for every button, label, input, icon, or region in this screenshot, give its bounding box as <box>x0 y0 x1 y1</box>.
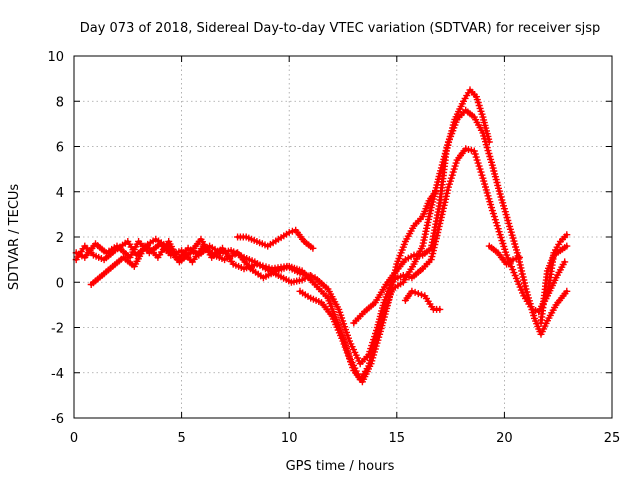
y-tick-label: 8 <box>56 95 64 110</box>
y-tick-label: -2 <box>51 322 64 337</box>
chart-title: Day 073 of 2018, Sidereal Day-to-day VTE… <box>80 21 601 36</box>
x-tick-label: 15 <box>389 431 406 446</box>
series-trace-6 <box>234 226 317 252</box>
plus-markers <box>87 235 315 288</box>
y-tick-label: 4 <box>56 186 64 201</box>
plus-markers <box>234 226 317 252</box>
y-tick-label: 6 <box>56 141 64 156</box>
series-trace-8 <box>485 242 523 268</box>
series-trace-4 <box>296 188 439 386</box>
x-tick-label: 20 <box>496 431 513 446</box>
x-tick-label: 0 <box>70 431 78 446</box>
series-trace <box>352 88 491 325</box>
x-tick-label: 10 <box>281 431 298 446</box>
y-tick-label: -6 <box>51 412 64 427</box>
series-trace-10 <box>535 231 571 316</box>
y-tick-label: 2 <box>56 231 64 246</box>
plus-markers <box>296 188 439 386</box>
y-axis-label: SDTVAR / TECUs <box>7 184 22 291</box>
axis-ticks <box>73 55 613 419</box>
series-trace-1 <box>72 145 569 368</box>
x-axis-label: GPS time / hours <box>286 459 395 474</box>
plus-markers <box>72 145 569 368</box>
series-trace-7 <box>350 86 493 327</box>
series-trace-5 <box>401 287 444 313</box>
plus-markers <box>401 287 444 313</box>
plus-markers <box>485 242 523 268</box>
series-trace-3 <box>87 235 315 288</box>
x-tick-label: 25 <box>604 431 621 446</box>
y-tick-label: -4 <box>51 367 64 382</box>
plot-frame <box>73 55 613 419</box>
plus-markers <box>535 231 571 316</box>
x-tick-label: 5 <box>177 431 185 446</box>
plus-markers <box>350 86 493 327</box>
y-axis-tick-labels: -6 -4 -2 0 2 4 6 8 10 <box>47 50 64 427</box>
y-tick-label: 10 <box>47 50 64 65</box>
y-tick-label: 0 <box>56 276 64 291</box>
data-series <box>72 86 571 386</box>
x-axis-tick-labels: 0 5 10 15 20 25 <box>70 431 620 446</box>
grid <box>74 56 612 418</box>
